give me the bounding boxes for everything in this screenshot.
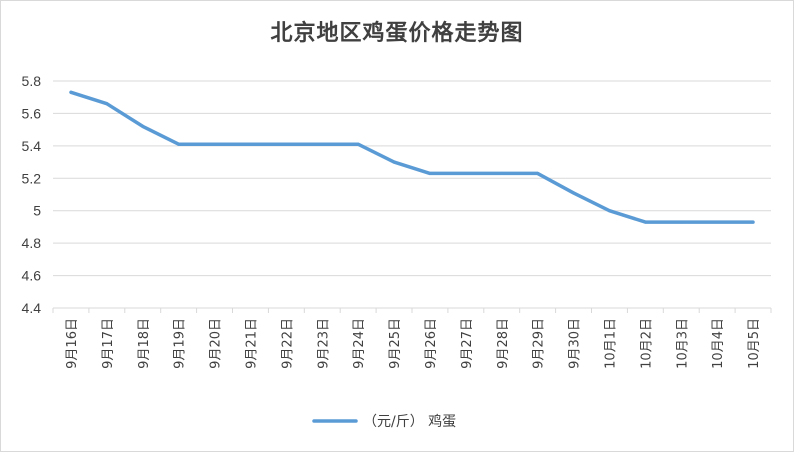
x-tick-label: 9月25日: [388, 318, 403, 369]
x-tick-label: 9月27日: [460, 318, 475, 369]
y-tick-label: 5.4: [22, 138, 42, 154]
x-tick-label: 9月21日: [244, 318, 259, 369]
y-tick-label: 5.2: [22, 170, 42, 186]
data-point: [428, 171, 432, 175]
data-point: [320, 142, 324, 146]
x-tick-label: 10月3日: [675, 318, 690, 369]
x-tick-label: 9月24日: [352, 318, 367, 369]
x-tick-label: 9月17日: [101, 318, 116, 369]
x-tick-label: 9月23日: [316, 318, 331, 369]
data-point: [69, 90, 73, 94]
x-tick-label: 9月26日: [424, 318, 439, 369]
x-tick-label: 9月19日: [173, 318, 188, 369]
data-point: [500, 171, 504, 175]
series-line: [69, 90, 755, 224]
x-tick-label: 9月22日: [280, 318, 295, 369]
x-tick-label: 9月28日: [496, 318, 511, 369]
data-point: [284, 142, 288, 146]
data-point: [213, 142, 217, 146]
y-tick-label: 4.8: [22, 235, 42, 251]
x-tick-label: 9月29日: [532, 318, 547, 369]
y-tick-label: 4.4: [22, 300, 42, 316]
data-point: [356, 142, 360, 146]
data-point: [536, 171, 540, 175]
data-point: [643, 220, 647, 224]
x-tick-label: 9月16日: [65, 318, 80, 369]
x-tick-label: 10月1日: [603, 318, 618, 369]
data-point: [751, 220, 755, 224]
data-point: [177, 142, 181, 146]
chart-title: 北京地区鸡蛋价格走势图: [270, 21, 524, 46]
data-point: [679, 220, 683, 224]
x-tick-label: 10月2日: [639, 318, 654, 369]
data-point: [141, 124, 145, 128]
data-point: [464, 171, 468, 175]
legend-label: （元/斤） 鸡蛋: [363, 413, 456, 430]
x-tick-label: 9月30日: [568, 318, 583, 369]
y-tick-label: 5: [33, 203, 41, 219]
x-tick-label: 10月4日: [711, 318, 726, 369]
data-point: [607, 209, 611, 213]
y-tick-label: 5.6: [22, 105, 42, 121]
x-tick-label: 9月18日: [137, 318, 152, 369]
data-point: [105, 102, 109, 106]
data-point: [392, 160, 396, 164]
y-tick-label: 5.8: [22, 73, 42, 89]
data-point: [248, 142, 252, 146]
data-point: [715, 220, 719, 224]
data-point: [572, 191, 576, 195]
x-tick-label: 10月5日: [747, 318, 762, 369]
y-tick-label: 4.6: [22, 268, 42, 284]
x-tick-label: 9月20日: [209, 318, 224, 369]
